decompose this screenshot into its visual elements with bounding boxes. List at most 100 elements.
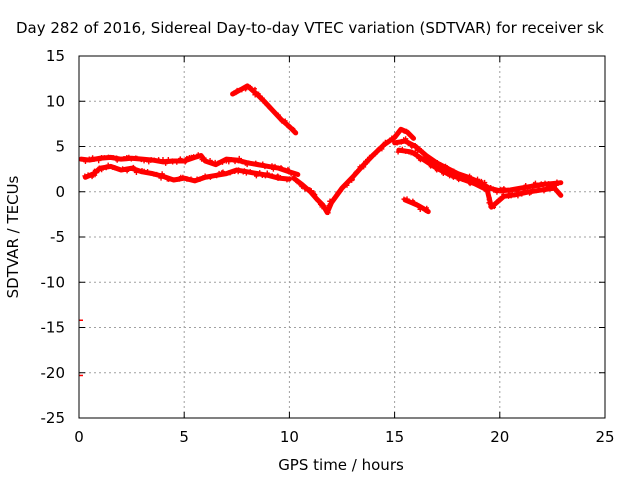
data-point — [272, 163, 278, 169]
data-point — [428, 164, 433, 169]
data-point — [180, 174, 186, 180]
data-point — [499, 186, 503, 191]
x-tick-label: 0 — [74, 428, 84, 446]
data-point — [256, 91, 261, 96]
data-point — [334, 194, 338, 199]
y-axis-label: SDTVAR / TECUs — [4, 175, 22, 298]
data-point — [445, 164, 449, 169]
data-point — [439, 168, 443, 172]
data-point — [501, 192, 506, 197]
data-point — [265, 102, 269, 106]
data-point — [269, 107, 274, 112]
data-point — [556, 191, 562, 196]
data-point — [148, 171, 154, 176]
data-point — [178, 156, 183, 161]
data-point — [275, 165, 281, 170]
data-point — [137, 156, 142, 161]
data-point — [243, 87, 248, 92]
data-point — [444, 169, 450, 175]
data-point — [168, 177, 173, 182]
data-point — [105, 162, 111, 168]
data-point — [393, 133, 399, 138]
data-point — [141, 158, 147, 164]
data-point — [240, 160, 245, 165]
y-tick-label: -10 — [41, 273, 66, 291]
data-point — [119, 166, 126, 172]
series-short-segment — [401, 196, 431, 215]
data-point — [286, 169, 291, 173]
data-point — [254, 173, 259, 179]
x-axis-label: GPS time / hours — [278, 456, 404, 474]
x-tick-label: 10 — [280, 428, 299, 446]
data-point — [311, 190, 316, 195]
data-point — [498, 197, 503, 201]
data-point — [395, 149, 401, 155]
plot-frame — [78, 55, 606, 419]
data-point — [322, 207, 327, 212]
data-point — [409, 151, 414, 156]
data-point — [453, 172, 459, 179]
data-point — [404, 128, 409, 133]
data-point — [287, 125, 292, 130]
data-point — [397, 129, 401, 133]
data-point — [441, 171, 446, 177]
y-tick-label: 5 — [55, 138, 65, 156]
data-point — [197, 176, 203, 182]
data-point — [165, 157, 171, 163]
data-point — [465, 177, 469, 182]
data-point — [174, 160, 179, 165]
data-point — [102, 155, 107, 160]
data-point — [354, 169, 360, 175]
data-point — [214, 174, 219, 179]
data-point — [111, 155, 116, 159]
data-point — [128, 166, 132, 171]
data-point — [220, 169, 226, 174]
y-tick-label: 15 — [46, 47, 65, 65]
data-point — [456, 178, 461, 183]
data-point — [408, 142, 412, 146]
data-point — [99, 167, 104, 173]
data-point — [127, 154, 131, 159]
data-point — [228, 157, 234, 163]
data-point — [232, 159, 238, 165]
data-point — [220, 160, 225, 165]
data-point — [491, 187, 497, 193]
data-point — [475, 181, 482, 188]
data-point — [239, 87, 245, 93]
data-point — [327, 198, 333, 204]
data-point — [82, 173, 88, 179]
data-point — [253, 160, 258, 165]
y-tick-label: 0 — [55, 183, 65, 201]
data-point — [539, 181, 543, 185]
data-point — [259, 173, 265, 179]
data-point — [373, 152, 378, 157]
data-point — [430, 164, 435, 168]
data-point — [395, 141, 400, 146]
data-point — [227, 171, 233, 176]
data-point — [269, 163, 274, 168]
data-point — [351, 177, 355, 182]
data-point — [264, 170, 270, 176]
data-point — [256, 170, 263, 176]
data-point — [252, 171, 256, 176]
data-point — [131, 164, 136, 169]
data-point — [365, 160, 370, 165]
series-decline-lower — [395, 146, 564, 210]
data-point — [92, 168, 97, 173]
data-point — [282, 167, 288, 173]
data-point — [128, 156, 134, 162]
data-point — [417, 206, 423, 213]
data-point — [409, 145, 414, 149]
data-point — [412, 149, 418, 155]
data-point — [260, 161, 266, 167]
series-main-band-lower — [82, 162, 292, 184]
data-point — [273, 111, 278, 116]
data-point — [369, 153, 376, 159]
data-point — [552, 185, 557, 190]
data-point — [308, 188, 314, 194]
data-point — [317, 202, 322, 207]
data-point — [515, 192, 521, 199]
data-point — [434, 168, 439, 173]
data-point — [256, 162, 260, 166]
